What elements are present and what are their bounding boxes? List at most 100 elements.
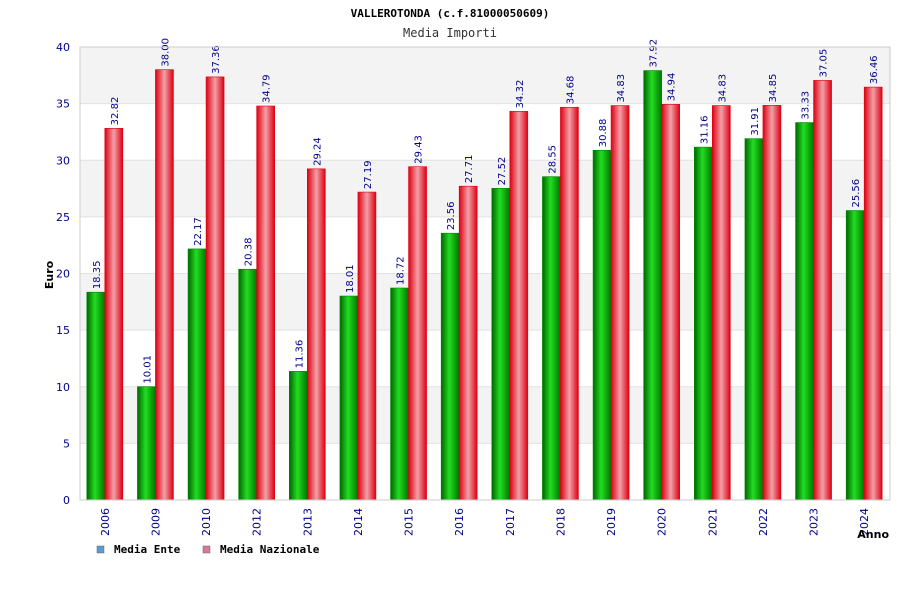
x-tick-label: 2022 <box>757 508 770 536</box>
x-tick-label: 2023 <box>808 508 821 536</box>
bar-media-ente-2013 <box>289 371 308 501</box>
data-label: 34.32 <box>515 80 526 109</box>
data-label: 38.00 <box>160 38 171 67</box>
data-label: 34.79 <box>262 74 273 103</box>
y-tick-label: 5 <box>63 437 70 450</box>
data-label: 10.01 <box>142 355 153 384</box>
data-label: 34.83 <box>616 74 627 103</box>
data-label: 37.05 <box>819 49 830 78</box>
data-label: 34.83 <box>717 74 728 103</box>
bar-media-nazionale-2016 <box>458 185 478 501</box>
bars <box>86 69 883 501</box>
bar-media-nazionale-2015 <box>408 166 427 501</box>
x-tick-label: 2020 <box>656 508 669 536</box>
x-tick-label: 2009 <box>149 508 162 536</box>
data-label: 28.55 <box>547 145 558 174</box>
data-label: 31.91 <box>750 107 761 136</box>
chart-title: VALLEROTONDA (c.f.81000050609) <box>351 7 550 20</box>
data-label: 27.52 <box>497 157 508 186</box>
y-tick-label: 25 <box>56 211 70 224</box>
y-tick-label: 10 <box>56 381 70 394</box>
bar-media-ente-2014 <box>339 295 359 501</box>
bar-media-ente-2021 <box>694 146 713 501</box>
data-label: 25.56 <box>851 179 862 208</box>
bar-media-nazionale-2013 <box>307 168 326 501</box>
y-tick-label: 0 <box>63 494 70 507</box>
legend-swatch-media-ente <box>96 545 105 554</box>
bar-media-ente-2020 <box>643 70 662 501</box>
bar-media-nazionale-2022 <box>762 105 782 501</box>
data-label: 11.36 <box>294 340 305 369</box>
bar-media-nazionale-2021 <box>712 105 731 501</box>
data-label: 18.01 <box>345 264 356 293</box>
data-label: 27.19 <box>363 160 374 189</box>
data-label: 32.82 <box>110 97 121 126</box>
y-axis-ticks: 0 5 10 15 20 25 30 35 40 <box>56 41 70 507</box>
x-tick-label: 2016 <box>453 508 466 536</box>
bar-media-ente-2015 <box>390 287 409 501</box>
bar-media-ente-2019 <box>592 149 612 501</box>
bar-media-nazionale-2018 <box>560 106 579 501</box>
data-label: 33.33 <box>801 91 812 120</box>
bar-media-ente-2022 <box>744 138 764 501</box>
legend-label-media-nazionale: Media Nazionale <box>220 543 320 556</box>
x-tick-label: 2015 <box>403 508 416 536</box>
bar-media-ente-2018 <box>542 176 561 501</box>
x-tick-label: 2013 <box>301 508 314 536</box>
data-label: 29.43 <box>414 135 425 164</box>
data-label: 31.16 <box>699 115 710 144</box>
x-tick-label: 2017 <box>504 508 517 536</box>
bar-media-ente-2017 <box>491 188 511 501</box>
bar-media-nazionale-2014 <box>357 191 377 501</box>
x-axis-title: Anno <box>857 528 889 541</box>
data-label: 29.24 <box>312 137 323 166</box>
legend-label-media-ente: Media Ente <box>114 543 181 556</box>
bar-media-nazionale-2019 <box>610 105 630 501</box>
chart-subtitle: Media Importi <box>403 26 497 40</box>
plot-frame <box>79 46 891 501</box>
bar-media-ente-2009 <box>137 386 156 501</box>
y-tick-label: 35 <box>56 98 70 111</box>
x-tick-label: 2010 <box>200 508 213 536</box>
bar-media-ente-2024 <box>845 210 865 501</box>
bar-media-ente-2016 <box>440 232 460 501</box>
x-tick-label: 2019 <box>605 508 618 536</box>
y-tick-label: 15 <box>56 324 70 337</box>
data-label: 22.17 <box>193 217 204 246</box>
bar-media-ente-2006 <box>86 291 106 501</box>
data-label: 34.85 <box>768 74 779 103</box>
data-label: 36.46 <box>869 55 880 84</box>
data-label: 30.88 <box>598 119 609 148</box>
bar-media-nazionale-2006 <box>104 128 124 501</box>
y-axis-title: Euro <box>43 260 56 289</box>
bar-media-nazionale-2024 <box>863 86 883 501</box>
legend-swatch-media-nazionale <box>202 545 211 554</box>
x-axis-ticks: 2006 2009 2010 2012 2013 2014 2015 2016 2017 2018… <box>99 508 871 536</box>
bar-media-nazionale-2012 <box>256 105 275 501</box>
data-label: 18.35 <box>92 261 103 290</box>
data-labels: 18.35 32.82 10.01 38.00 22.17 37.36 20.38 34.79… <box>92 38 880 384</box>
y-tick-label: 40 <box>56 41 70 54</box>
y-tick-label: 20 <box>56 268 70 281</box>
x-tick-label: 2024 <box>858 508 871 536</box>
data-label: 27.71 <box>464 155 475 184</box>
bar-media-nazionale-2010 <box>205 76 225 501</box>
y-tick-label: 30 <box>56 154 70 167</box>
data-label: 34.68 <box>565 76 576 105</box>
bar-media-nazionale-2009 <box>155 69 174 501</box>
data-label: 37.92 <box>649 39 660 68</box>
bar-media-ente-2010 <box>187 248 207 501</box>
x-tick-label: 2012 <box>251 508 264 536</box>
data-label: 37.36 <box>211 45 222 74</box>
data-label: 23.56 <box>446 202 457 231</box>
bar-media-nazionale-2017 <box>509 111 529 501</box>
x-tick-label: 2014 <box>352 508 365 536</box>
bar-media-ente-2023 <box>795 122 814 501</box>
x-tick-label: 2006 <box>99 508 112 536</box>
bar-media-nazionale-2020 <box>661 104 680 501</box>
x-tick-label: 2021 <box>706 508 719 536</box>
data-label: 18.72 <box>396 256 407 285</box>
x-tick-label: 2018 <box>554 508 567 536</box>
bar-media-ente-2012 <box>238 268 257 501</box>
